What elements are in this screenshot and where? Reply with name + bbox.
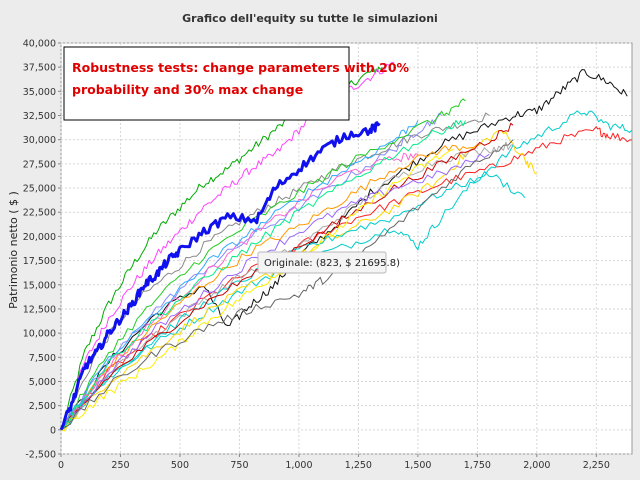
x-tick-label: 1,500 <box>404 460 431 471</box>
annotation-frame <box>63 46 350 121</box>
equity-series-line <box>60 110 633 431</box>
y-tick-label: 40,000 <box>23 39 56 50</box>
y-tick-label: 10,000 <box>23 329 56 340</box>
x-tick-label: 500 <box>171 460 189 471</box>
equity-series-line <box>60 126 633 431</box>
y-axis: -2,500 0 2,500 5,000 7,500 10,000 12,500 15,000… <box>23 39 61 461</box>
x-tick-label: 2,000 <box>523 460 550 471</box>
y-tick-label: 15,000 <box>23 280 56 291</box>
equity-series-line <box>60 141 514 431</box>
equity-series-line <box>60 122 514 431</box>
y-tick-label: 30,000 <box>23 135 56 146</box>
x-tick-label: 0 <box>58 460 64 471</box>
y-tick-label: 17,500 <box>23 256 56 267</box>
equity-series-line <box>60 152 418 431</box>
x-tick-label: 750 <box>230 460 248 471</box>
x-tick-label: 1,000 <box>285 460 312 471</box>
equity-series-line <box>59 121 381 431</box>
y-tick-label: 37,500 <box>23 63 56 74</box>
series-lines <box>59 61 633 432</box>
annotation-line-1: Robustness tests: change parameters with… <box>72 60 410 75</box>
y-tick-label: 22,500 <box>23 208 56 219</box>
annotation-line-2: probability and 30% max change <box>72 82 303 97</box>
y-tick-label: 27,500 <box>23 159 56 170</box>
x-tick-label: 1,750 <box>464 460 491 471</box>
annotation-box: Robustness tests: change parameters with… <box>63 46 410 121</box>
x-axis: 0 250 500 750 1,000 1,250 1,500 1,750 2,000 2,250 <box>58 454 610 471</box>
y-tick-label: 35,000 <box>23 87 56 98</box>
equity-series-line <box>60 120 419 431</box>
y-axis-label: Patrimonio netto ( $ ) <box>7 191 20 309</box>
equity-series-line <box>60 98 466 431</box>
x-tick-label: 2,250 <box>583 460 610 471</box>
y-tick-label: 32,500 <box>23 111 56 122</box>
equity-series-line <box>60 171 526 431</box>
y-tick-label: -2,500 <box>25 450 56 461</box>
x-tick-label: 1,250 <box>345 460 372 471</box>
tooltip-box <box>257 251 387 274</box>
equity-series-line <box>60 153 490 431</box>
tooltip-text: Originale: (823, $ 21695.8) <box>264 258 400 269</box>
y-tick-label: 0 <box>50 425 56 436</box>
y-tick-label: 5,000 <box>29 377 56 388</box>
y-tick-label: 12,500 <box>23 304 56 315</box>
equity-series-line <box>60 144 478 431</box>
tooltip: Originale: (823, $ 21695.8) <box>257 251 400 274</box>
chart-title: Grafico dell'equity su tutte le simulazi… <box>182 12 438 25</box>
y-tick-label: 7,500 <box>29 353 56 364</box>
y-tick-label: 2,500 <box>29 401 56 412</box>
x-tick-label: 250 <box>111 460 129 471</box>
equity-series-line <box>60 148 454 432</box>
y-tick-label: 20,000 <box>23 232 56 243</box>
equity-series-line <box>60 139 514 431</box>
equity-series-line <box>60 119 466 431</box>
y-tick-label: 25,000 <box>23 184 56 195</box>
